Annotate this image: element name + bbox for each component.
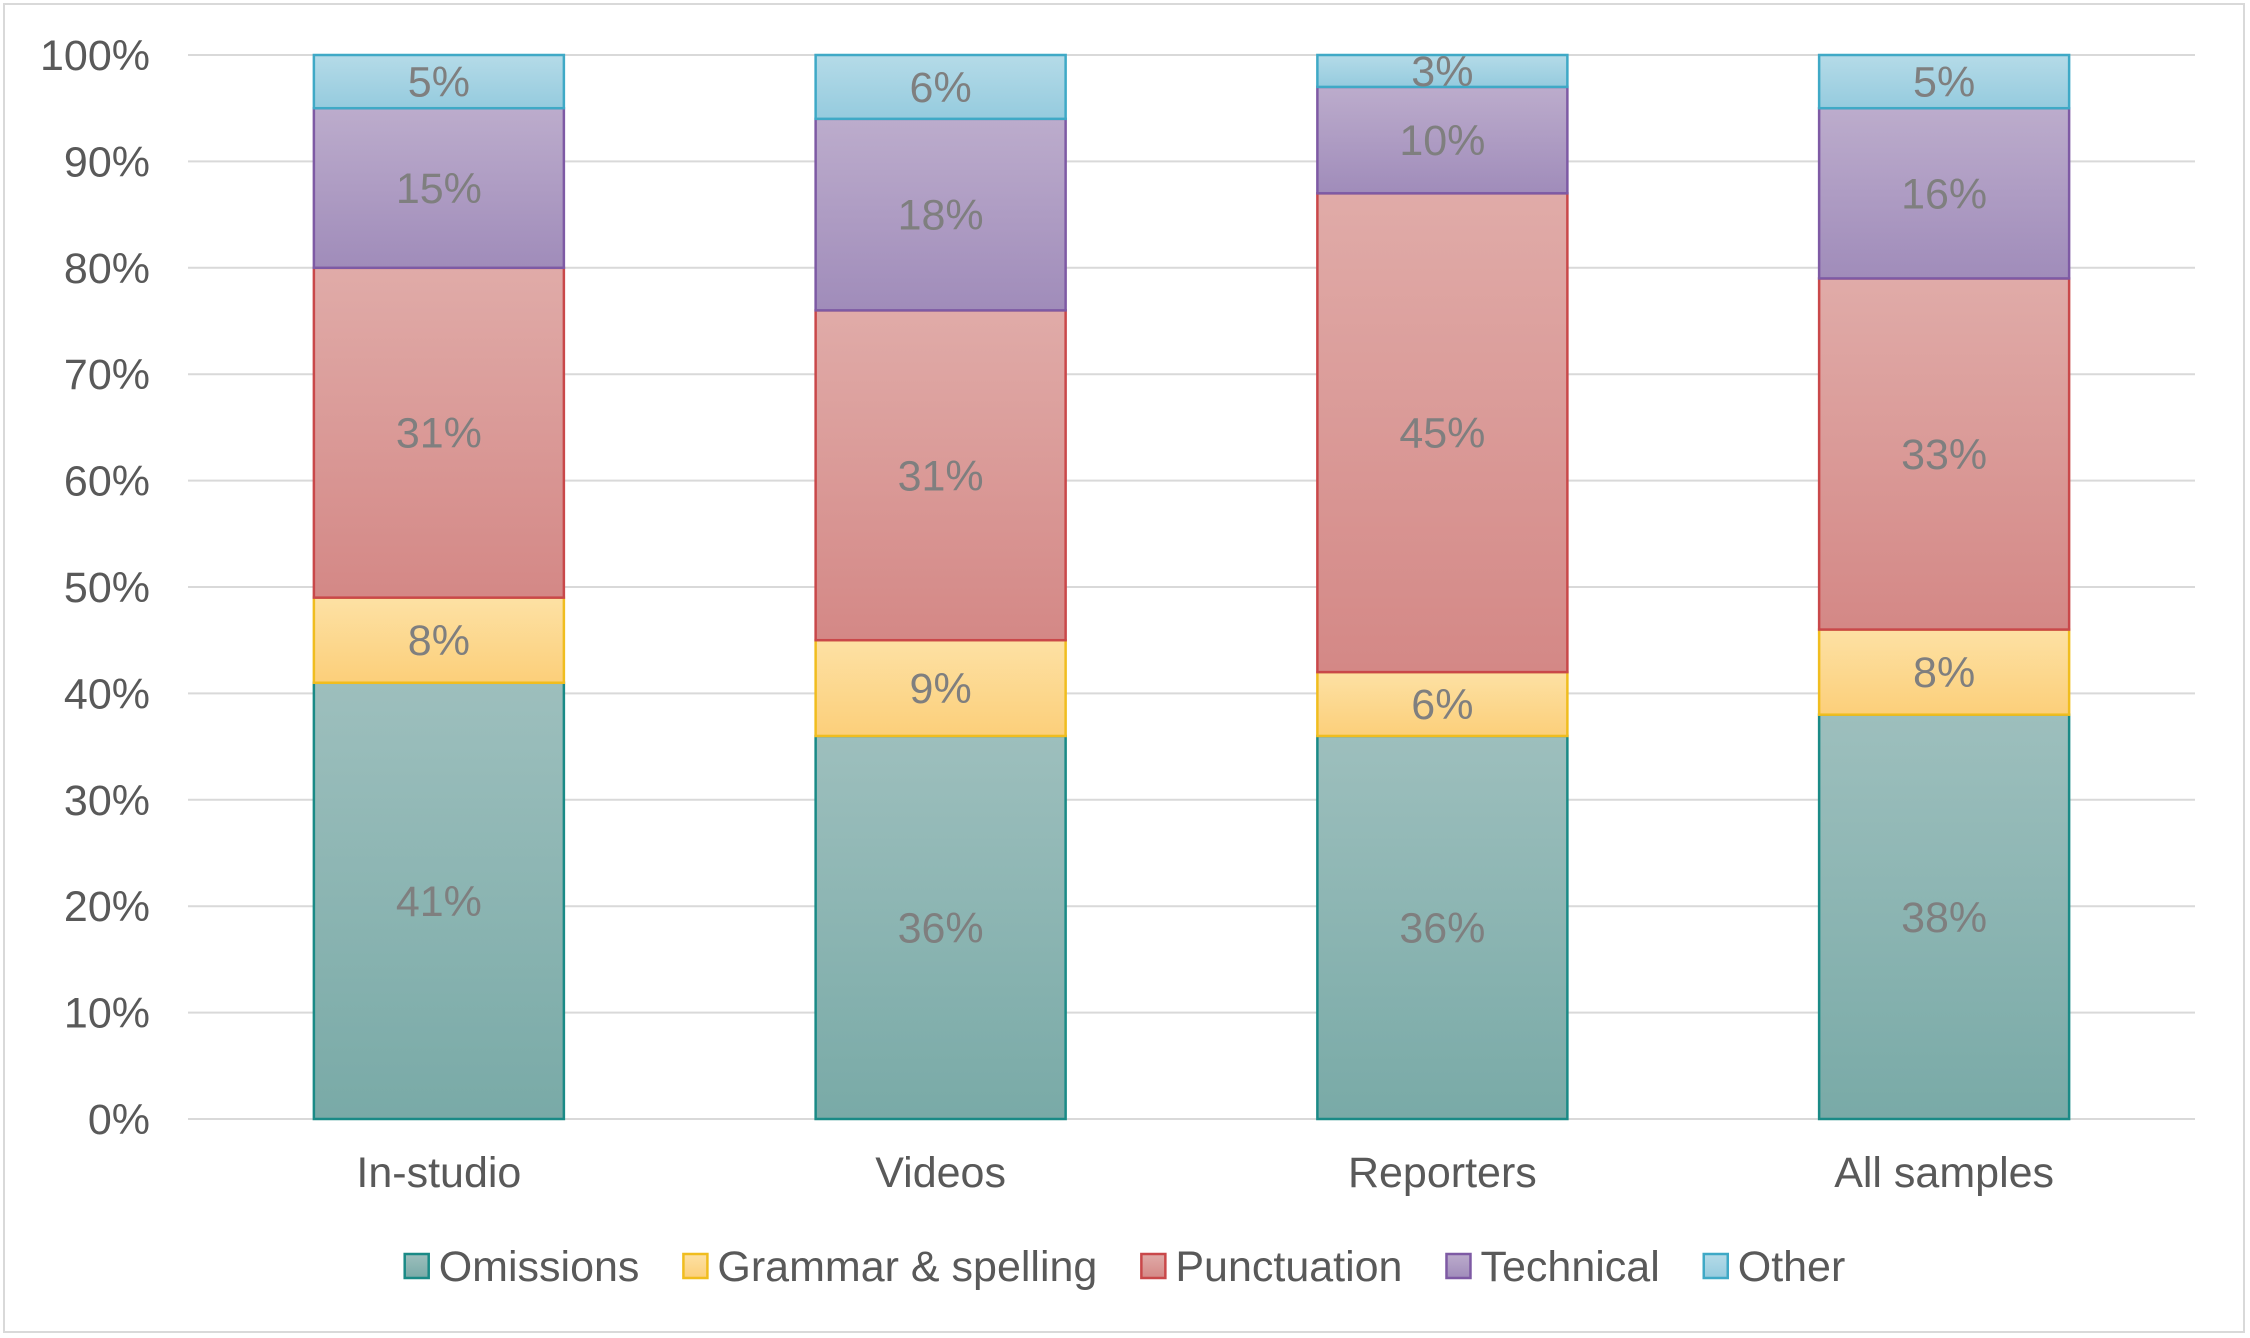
y-tick-label: 90% xyxy=(64,138,150,186)
bar-segment-omissions-all-samples xyxy=(1817,713,2071,1121)
x-category-label-reporters: Reporters xyxy=(1348,1149,1537,1197)
y-tick-label: 10% xyxy=(64,990,150,1038)
data-label-omissions-all-samples: 38% xyxy=(1901,894,1987,942)
y-tick-label: 100% xyxy=(40,32,150,80)
bar-segment-omissions-reporters xyxy=(1316,734,1569,1121)
legend-swatch-grammar-and-spelling xyxy=(682,1252,709,1280)
data-label-punctuation-in-studio: 31% xyxy=(396,410,482,458)
y-tick-label: 60% xyxy=(64,458,150,506)
data-label-omissions-reporters: 36% xyxy=(1399,904,1485,952)
legend-item-grammar-and-spelling: Grammar & spelling xyxy=(682,1243,1097,1291)
data-label-grammar-and-spelling-videos: 9% xyxy=(910,665,972,713)
data-label-punctuation-reporters: 45% xyxy=(1399,410,1485,458)
legend: Omissions Grammar & spelling Punctuation Te… xyxy=(403,1243,1846,1291)
data-label-technical-all-samples: 16% xyxy=(1901,170,1987,218)
bars xyxy=(312,53,2071,1121)
bar-segment-punctuation-reporters xyxy=(1316,192,1569,674)
legend-item-punctuation: Punctuation xyxy=(1140,1243,1402,1291)
legend-label-other: Other xyxy=(1738,1243,1846,1291)
legend-label-punctuation: Punctuation xyxy=(1175,1243,1402,1291)
bar-segment-technical-in-studio xyxy=(312,106,566,270)
bar-segment-grammar-and-spelling-all-samples xyxy=(1817,628,2071,716)
data-label-other-in-studio: 5% xyxy=(408,59,470,107)
data-label-grammar-and-spelling-reporters: 6% xyxy=(1411,681,1473,729)
y-tick-label: 30% xyxy=(64,777,150,825)
bar-segment-other-all-samples xyxy=(1817,53,2071,110)
data-label-grammar-and-spelling-all-samples: 8% xyxy=(1913,649,1975,697)
bar-segment-other-in-studio xyxy=(312,53,566,110)
x-category-label-in-studio: In-studio xyxy=(356,1149,521,1197)
data-label-grammar-and-spelling-in-studio: 8% xyxy=(408,617,470,665)
bar-segment-technical-videos xyxy=(814,117,1067,312)
data-label-other-videos: 6% xyxy=(910,64,972,112)
y-tick-label: 80% xyxy=(64,245,150,293)
bar-segment-punctuation-all-samples xyxy=(1817,277,2071,631)
bar-segment-technical-reporters xyxy=(1316,85,1569,195)
legend-item-other: Other xyxy=(1702,1243,1846,1291)
bar-segment-punctuation-in-studio xyxy=(312,266,566,599)
y-tick-label: 0% xyxy=(88,1096,150,1144)
legend-swatch-punctuation xyxy=(1140,1252,1167,1280)
bar-segment-punctuation-videos xyxy=(814,309,1067,642)
data-label-technical-videos: 18% xyxy=(898,192,984,240)
bar-segment-technical-all-samples xyxy=(1817,106,2071,280)
legend-swatch-other xyxy=(1702,1252,1729,1280)
bar-segment-omissions-in-studio xyxy=(312,681,566,1121)
bar-segment-other-reporters xyxy=(1316,53,1569,89)
legend-swatch-omissions xyxy=(403,1252,430,1280)
y-tick-label: 20% xyxy=(64,883,150,931)
data-label-omissions-videos: 36% xyxy=(898,904,984,952)
data-label-punctuation-videos: 31% xyxy=(898,452,984,500)
y-axis-tick-labels: 0% 10% 20% 30% 40% 50% 60% 70% 80% 90% 100% xyxy=(40,32,150,1144)
bar-segment-grammar-and-spelling-in-studio xyxy=(312,596,566,685)
y-tick-label: 40% xyxy=(64,670,150,718)
data-label-omissions-in-studio: 41% xyxy=(396,878,482,926)
bar-segment-omissions-videos xyxy=(814,734,1067,1121)
data-label-other-reporters: 3% xyxy=(1411,48,1473,96)
data-label-technical-in-studio: 15% xyxy=(396,165,482,213)
legend-swatch-technical xyxy=(1445,1252,1472,1280)
x-category-label-all-samples: All samples xyxy=(1834,1149,2054,1197)
data-labels: 41% 8% 31% 15% 5% 36% 9% 31% 18% 6% 36% 6% 45% 10% 3% 3… xyxy=(396,48,1987,953)
legend-label-omissions: Omissions xyxy=(439,1243,640,1291)
legend-item-technical: Technical xyxy=(1445,1243,1660,1291)
x-axis-category-labels: In-studio Videos Reporters All samples xyxy=(356,1149,2054,1197)
bar-segment-other-videos xyxy=(814,53,1067,121)
y-tick-label: 70% xyxy=(64,351,150,399)
legend-item-omissions: Omissions xyxy=(403,1243,640,1291)
y-tick-label: 50% xyxy=(64,564,150,612)
legend-label-technical: Technical xyxy=(1480,1243,1659,1291)
data-label-other-all-samples: 5% xyxy=(1913,59,1975,107)
bar-segment-grammar-and-spelling-reporters xyxy=(1316,670,1569,738)
data-label-technical-reporters: 10% xyxy=(1399,117,1485,165)
data-label-punctuation-all-samples: 33% xyxy=(1901,431,1987,479)
legend-label-grammar-and-spelling: Grammar & spelling xyxy=(717,1243,1097,1291)
x-category-label-videos: Videos xyxy=(875,1149,1006,1197)
